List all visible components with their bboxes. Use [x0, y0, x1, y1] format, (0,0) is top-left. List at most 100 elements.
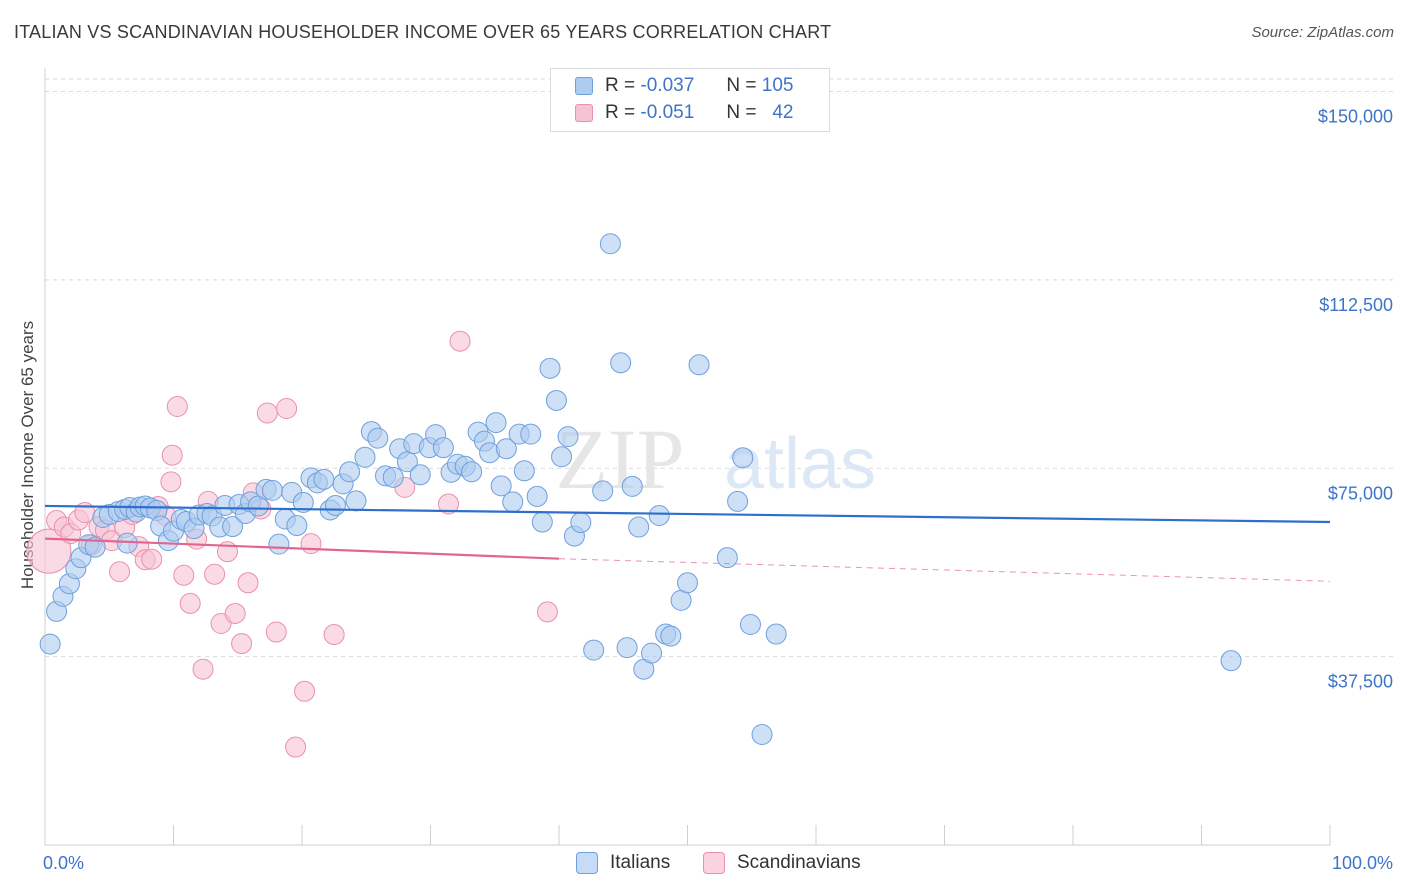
scandinavians-point	[160, 471, 182, 493]
italians-point	[292, 491, 314, 513]
scandinavians-point	[323, 624, 345, 646]
italians-point	[432, 437, 454, 459]
scandinavians-swatch	[575, 104, 593, 122]
italians-point	[502, 491, 524, 513]
chart-title: ITALIAN VS SCANDINAVIAN HOUSEHOLDER INCO…	[14, 22, 832, 42]
italians-point	[670, 589, 692, 611]
tick-labels: $37,500 $75,000 $112,500 $150,000 0.0% 100.0%	[43, 107, 1393, 873]
italians-point	[660, 625, 682, 647]
italians-point	[621, 475, 643, 497]
italians-point	[557, 426, 579, 448]
italians-point	[545, 389, 567, 411]
italians-point	[751, 723, 773, 745]
r-value: -0.037	[640, 75, 695, 96]
scandinavians-point	[265, 621, 287, 643]
legend-row-italians: R = -0.037 N = 105	[575, 73, 793, 99]
italians-point	[531, 511, 553, 533]
italians-point	[628, 516, 650, 538]
italians-point	[592, 480, 614, 502]
n-value: 42	[772, 102, 794, 123]
italians-point	[324, 494, 346, 516]
scandinavians-point	[256, 402, 278, 424]
italians-point	[648, 504, 670, 526]
r-value: -0.051	[640, 102, 695, 123]
italians-point	[367, 427, 389, 449]
scandinavians-point	[300, 533, 322, 555]
trend-lines	[44, 504, 1331, 582]
italians-legend-label: Italians	[610, 852, 671, 873]
italians-point	[313, 468, 335, 490]
x-tick-label-min: 0.0%	[43, 853, 84, 873]
r-label: R =	[605, 75, 636, 96]
italians-point	[1220, 650, 1242, 672]
italians-point	[677, 572, 698, 594]
italians-point	[513, 460, 535, 482]
italians-point	[539, 357, 561, 379]
r-label: R =	[605, 102, 636, 123]
italians-point	[570, 512, 592, 534]
legend-row-scandinavians: R = -0.051 N = 42	[575, 100, 793, 126]
scandinavians-point	[449, 330, 471, 352]
italians-point	[526, 485, 548, 507]
italians-point	[261, 479, 283, 501]
series-legend: Italians Scandinavians	[0, 852, 1406, 878]
scandinavians-point	[109, 561, 131, 583]
italians-point	[727, 490, 749, 512]
italians-point	[461, 461, 483, 483]
scandinavians-point	[437, 493, 459, 515]
scandinavians-point	[294, 680, 316, 702]
scandinavians-point	[166, 395, 188, 417]
watermark-zip: ZIP	[556, 411, 685, 507]
italians-points	[39, 233, 1242, 745]
axes	[44, 68, 1331, 846]
scandinavians-point	[141, 548, 163, 570]
correlation-legend: R = -0.037 N = 105 R = -0.051 N = 42	[550, 68, 830, 132]
scandinavians-trend-extension	[558, 558, 1331, 582]
italians-point	[716, 547, 738, 569]
scandinavians-point	[173, 564, 195, 586]
italians-point	[222, 516, 244, 538]
italians-point	[765, 623, 787, 645]
y-tick-label: $112,500	[1319, 295, 1393, 315]
italians-trend-line	[44, 504, 1331, 524]
italians-point	[339, 461, 361, 483]
italians-point	[551, 446, 573, 468]
italians-point	[409, 464, 431, 486]
grid-lines	[45, 78, 1393, 658]
italians-point	[616, 637, 638, 659]
italians-point	[641, 642, 663, 664]
italians-point	[599, 233, 621, 255]
italians-point	[583, 639, 605, 661]
legend-item-italians[interactable]: Italians	[576, 852, 670, 874]
italians-point	[495, 438, 517, 460]
source-label: Source: ZipAtlas.com	[1251, 24, 1394, 41]
italians-point	[84, 536, 106, 558]
y-tick-label: $150,000	[1318, 107, 1393, 127]
scandinavians-point	[204, 563, 226, 585]
legend-item-scandinavians[interactable]: Scandinavians	[703, 852, 861, 874]
italians-point	[354, 446, 376, 468]
scandinavians-point	[179, 592, 201, 614]
italians-point	[739, 613, 761, 635]
x-tick-label-max: 100.0%	[1332, 853, 1393, 873]
italians-point	[490, 475, 512, 497]
scandinavians-legend-label: Scandinavians	[737, 852, 861, 873]
italians-swatch	[575, 77, 593, 95]
italians-point	[688, 354, 710, 376]
scandinavians-point	[231, 633, 253, 655]
n-label: N =	[726, 75, 757, 96]
italians-point	[610, 352, 632, 374]
italians-point	[286, 515, 308, 537]
scandinavians-points	[26, 330, 558, 758]
scandinavians-point	[224, 602, 246, 624]
italians-point	[39, 633, 61, 655]
scandinavians-point	[285, 736, 307, 758]
italians-point	[345, 490, 367, 512]
scandinavians-trend-line	[44, 537, 560, 560]
y-tick-label: $75,000	[1328, 483, 1393, 503]
scandinavians-point	[237, 572, 259, 594]
scandinavians-point	[536, 601, 558, 623]
italians-point	[268, 533, 290, 555]
scandinavians-point	[276, 398, 298, 420]
